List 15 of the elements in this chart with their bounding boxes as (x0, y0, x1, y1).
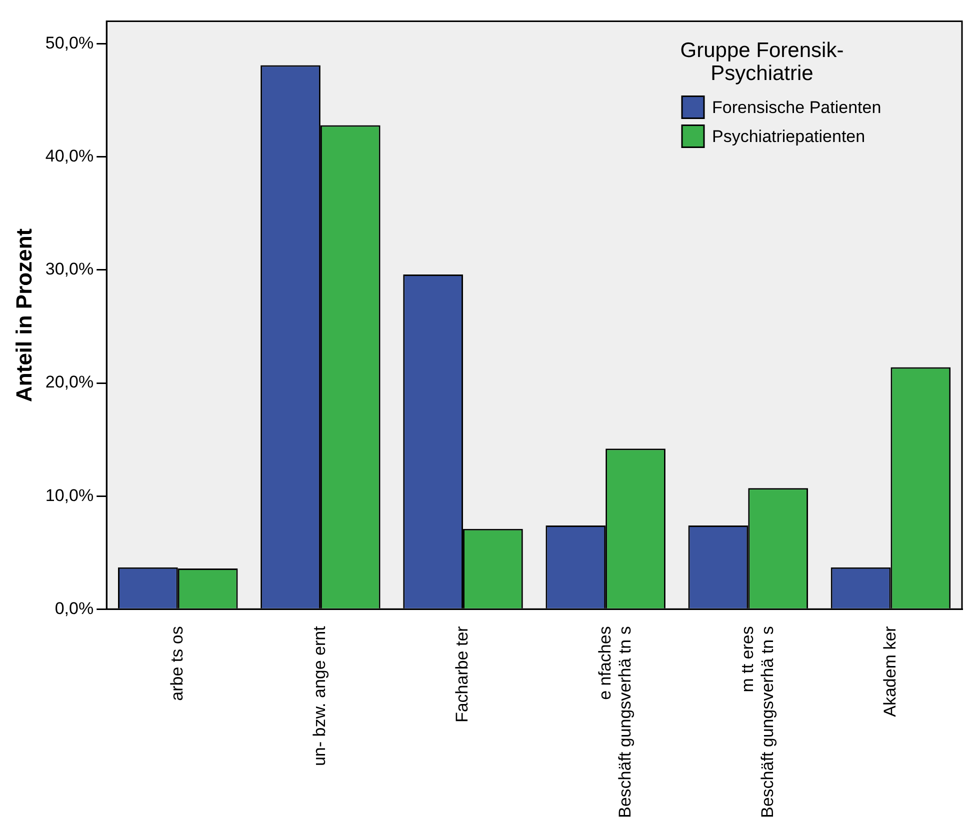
y-tick-label: 50,0% (45, 34, 94, 52)
legend-title: Gruppe Forensik-Psychiatrie (680, 38, 844, 85)
x-tick-label: arbe ts os (168, 626, 187, 701)
x-tick-label: Facharbe ter (452, 626, 472, 723)
y-tick-label: 30,0% (45, 260, 94, 279)
x-tick-label: un- bzw. ange ernt (310, 626, 330, 766)
y-tick-label: 40,0% (45, 146, 94, 166)
x-tick-label: e nfaches Beschäft gungsverhä tn s (595, 626, 635, 818)
y-tick-label: 10,0% (45, 486, 94, 505)
y-tick-label: 0,0% (54, 598, 94, 618)
x-tick-label: Akadem ker (880, 626, 900, 717)
legend-label: Forensische Patienten (712, 98, 882, 117)
y-tick-label: 20,0% (45, 372, 94, 392)
y-axis-title: Anteil in Prozent (11, 228, 36, 402)
legend-label: Psychiatriepatienten (712, 126, 866, 146)
